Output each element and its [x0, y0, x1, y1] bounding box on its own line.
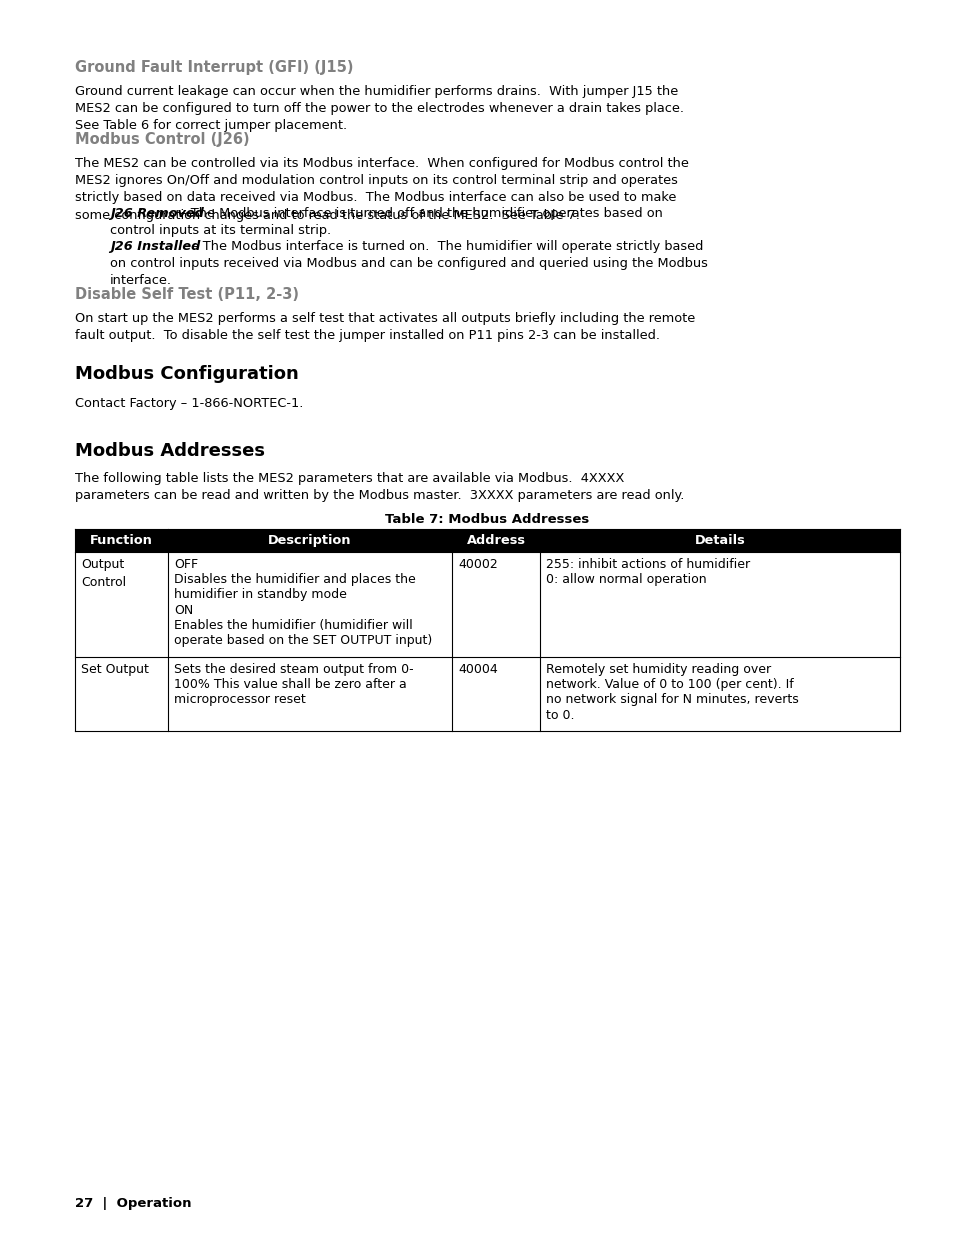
Text: fault output.  To disable the self test the jumper installed on P11 pins 2-3 can: fault output. To disable the self test t… — [75, 330, 659, 342]
Text: – The Modbus interface is turned off and the humidifier operates based on: – The Modbus interface is turned off and… — [175, 207, 662, 220]
Text: 40002: 40002 — [457, 558, 497, 571]
Text: Details: Details — [694, 534, 744, 547]
Text: Contact Factory – 1-866-NORTEC-1.: Contact Factory – 1-866-NORTEC-1. — [75, 396, 303, 410]
Text: J26 Installed: J26 Installed — [110, 240, 200, 253]
Bar — [75, 529, 899, 552]
Text: Description: Description — [268, 534, 352, 547]
Text: no network signal for N minutes, reverts: no network signal for N minutes, reverts — [545, 693, 798, 706]
Text: J26 Removed: J26 Removed — [110, 207, 204, 220]
Text: – The Modbus interface is turned on.  The humidifier will operate strictly based: – The Modbus interface is turned on. The… — [188, 240, 702, 253]
Text: 40004: 40004 — [457, 663, 497, 676]
Text: Modbus Control (J26): Modbus Control (J26) — [75, 132, 250, 147]
Text: 0: allow normal operation: 0: allow normal operation — [545, 573, 706, 587]
Text: Set Output: Set Output — [81, 663, 149, 676]
Text: Function: Function — [90, 534, 152, 547]
Text: 255: inhibit actions of humidifier: 255: inhibit actions of humidifier — [545, 558, 749, 571]
Text: to 0.: to 0. — [545, 709, 574, 721]
Text: On start up the MES2 performs a self test that activates all outputs briefly inc: On start up the MES2 performs a self tes… — [75, 312, 695, 325]
Text: some configuration changes and to read the status of the MES2.  See Table 7.: some configuration changes and to read t… — [75, 209, 579, 221]
Text: 27  |  Operation: 27 | Operation — [75, 1197, 192, 1210]
Text: Modbus Addresses: Modbus Addresses — [75, 442, 265, 459]
Text: Sets the desired steam output from 0-: Sets the desired steam output from 0- — [173, 663, 414, 676]
Text: humidifier in standby mode: humidifier in standby mode — [173, 588, 347, 601]
Text: The MES2 can be controlled via its Modbus interface.  When configured for Modbus: The MES2 can be controlled via its Modbu… — [75, 157, 688, 170]
Text: operate based on the SET OUTPUT input): operate based on the SET OUTPUT input) — [173, 634, 432, 647]
Text: Modbus Configuration: Modbus Configuration — [75, 366, 298, 383]
Text: Disable Self Test (P11, 2-3): Disable Self Test (P11, 2-3) — [75, 287, 298, 303]
Text: ON: ON — [173, 604, 193, 616]
Text: strictly based on data received via Modbus.  The Modbus interface can also be us: strictly based on data received via Modb… — [75, 191, 676, 205]
Text: MES2 ignores On/Off and modulation control inputs on its control terminal strip : MES2 ignores On/Off and modulation contr… — [75, 174, 678, 188]
Text: The following table lists the MES2 parameters that are available via Modbus.  4X: The following table lists the MES2 param… — [75, 472, 623, 485]
Text: control inputs at its terminal strip.: control inputs at its terminal strip. — [110, 225, 331, 237]
Text: Ground Fault Interrupt (GFI) (J15): Ground Fault Interrupt (GFI) (J15) — [75, 61, 354, 75]
Text: Enables the humidifier (humidifier will: Enables the humidifier (humidifier will — [173, 619, 413, 632]
Text: MES2 can be configured to turn off the power to the electrodes whenever a drain : MES2 can be configured to turn off the p… — [75, 103, 683, 115]
Text: Ground current leakage can occur when the humidifier performs drains.  With jump: Ground current leakage can occur when th… — [75, 85, 678, 98]
Text: Address: Address — [466, 534, 525, 547]
Text: network. Value of 0 to 100 (per cent). If: network. Value of 0 to 100 (per cent). I… — [545, 678, 793, 692]
Bar — [75, 552, 899, 657]
Text: Table 7: Modbus Addresses: Table 7: Modbus Addresses — [385, 513, 589, 526]
Text: interface.: interface. — [110, 274, 172, 288]
Text: Disables the humidifier and places the: Disables the humidifier and places the — [173, 573, 416, 587]
Text: Output
Control: Output Control — [81, 558, 126, 589]
Text: on control inputs received via Modbus and can be configured and queried using th: on control inputs received via Modbus an… — [110, 257, 707, 270]
Text: OFF: OFF — [173, 558, 198, 571]
Bar — [75, 657, 899, 731]
Text: parameters can be read and written by the Modbus master.  3XXXX parameters are r: parameters can be read and written by th… — [75, 489, 683, 503]
Text: Remotely set humidity reading over: Remotely set humidity reading over — [545, 663, 770, 676]
Text: microprocessor reset: microprocessor reset — [173, 693, 305, 706]
Text: See Table 6 for correct jumper placement.: See Table 6 for correct jumper placement… — [75, 120, 347, 132]
Text: 100% This value shall be zero after a: 100% This value shall be zero after a — [173, 678, 406, 692]
